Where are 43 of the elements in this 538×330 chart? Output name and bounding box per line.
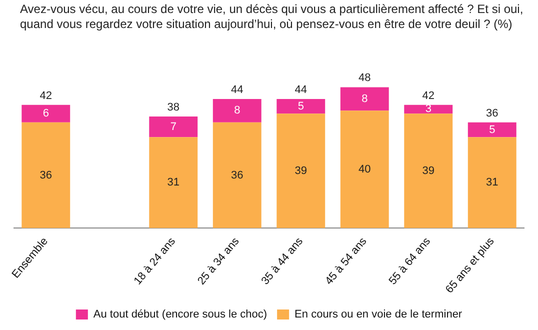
total-label: 36 bbox=[486, 107, 498, 120]
x-tick-label: 18 à 24 ans bbox=[132, 235, 178, 288]
total-label: 44 bbox=[294, 84, 307, 96]
data-label: 5 bbox=[298, 100, 304, 112]
data-label: 40 bbox=[358, 163, 371, 176]
total-label: 48 bbox=[358, 72, 371, 84]
data-label: 31 bbox=[486, 176, 498, 189]
bar bbox=[22, 104, 70, 122]
data-label: 8 bbox=[234, 104, 240, 117]
x-tick-label: 25 à 34 ans bbox=[196, 235, 242, 288]
data-label: 31 bbox=[167, 176, 180, 189]
data-label: 39 bbox=[422, 164, 434, 177]
bar bbox=[468, 122, 516, 138]
data-label: 39 bbox=[294, 164, 307, 177]
x-tick-label: 55 à 64 ans bbox=[386, 235, 434, 288]
bar bbox=[404, 114, 453, 228]
total-label: 42 bbox=[40, 90, 52, 102]
x-tick-label: 45 à 54 ans bbox=[323, 235, 370, 288]
bar bbox=[212, 122, 262, 228]
legend-label: En cours ou en voie de le terminer bbox=[294, 308, 462, 321]
data-label: 3 bbox=[425, 103, 432, 116]
data-label: 36 bbox=[40, 169, 52, 182]
legend-label: Au tout début (encore sous le choc) bbox=[93, 308, 268, 321]
bar bbox=[149, 137, 198, 228]
bar bbox=[404, 104, 453, 114]
chart-title: Avez-vous vécu, au cours de votre vie, un décès qui vous a particulièrement affecté ? Et si oui, quand vous regardez votre situation aujourd’hui, où pensez-vous en être de votre deuil ? (%) bbox=[19, 1, 524, 33]
bar bbox=[212, 98, 262, 122]
data-label: 36 bbox=[231, 169, 244, 182]
bar bbox=[149, 116, 198, 138]
bar bbox=[22, 122, 70, 228]
bar bbox=[340, 110, 389, 228]
total-label: 38 bbox=[167, 102, 180, 114]
data-label: 5 bbox=[489, 124, 496, 136]
x-tick-label: 35 à 44 ans bbox=[259, 235, 306, 288]
bar bbox=[276, 98, 326, 114]
data-label: 7 bbox=[170, 120, 176, 133]
total-label: 42 bbox=[422, 90, 434, 102]
bar bbox=[276, 114, 326, 228]
bar bbox=[340, 87, 389, 111]
bar bbox=[468, 137, 516, 228]
data-label: 8 bbox=[362, 92, 368, 105]
total-label: 44 bbox=[231, 84, 244, 96]
data-label: 6 bbox=[42, 108, 49, 120]
